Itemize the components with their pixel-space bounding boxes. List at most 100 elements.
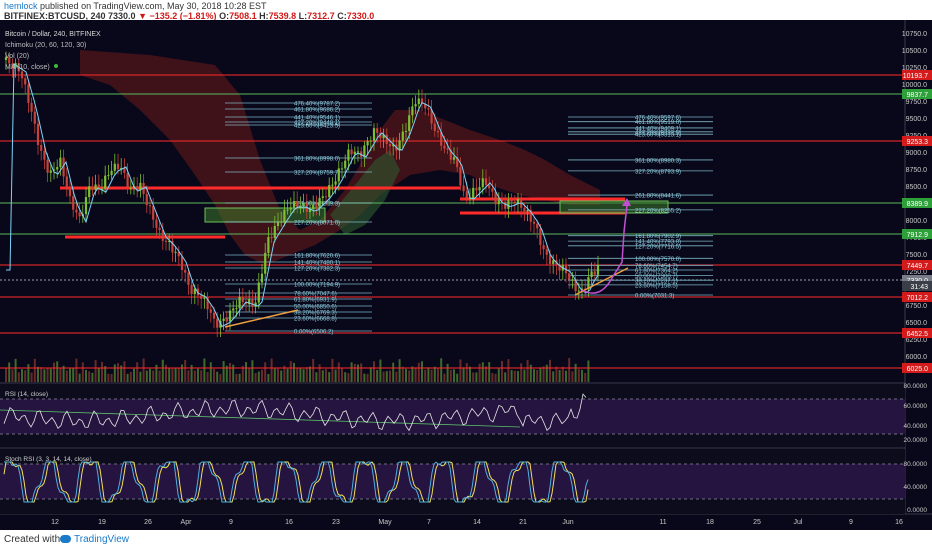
volume-bar xyxy=(456,373,459,382)
volume-bar xyxy=(113,364,116,382)
price-badge xyxy=(902,363,932,373)
symbol-label: BITFINEX:BTCUSD, 240 xyxy=(4,11,106,21)
candle-body xyxy=(91,186,94,191)
candle-body xyxy=(312,204,315,210)
volume-bar xyxy=(405,368,407,382)
volume-bar xyxy=(190,364,193,382)
candle-body xyxy=(315,204,318,208)
legend-volume[interactable]: Vol (20) xyxy=(5,53,29,60)
stoch-tick: 0.0000 xyxy=(907,507,927,514)
fib-level-label: 441.40%(9409.1) xyxy=(635,126,681,132)
price-badge-label: 6025.0 xyxy=(907,366,929,373)
publisher-link[interactable]: hemlock xyxy=(4,1,38,11)
trendline-left[interactable] xyxy=(224,309,299,328)
volume-bar xyxy=(574,363,577,382)
price-tick: 6000.0 xyxy=(906,354,928,361)
volume-bar xyxy=(273,368,276,382)
stoch-tick: 80.0000 xyxy=(904,461,928,468)
volume-bar xyxy=(309,366,311,382)
candle-body xyxy=(302,203,305,207)
volume-bar xyxy=(424,369,427,382)
candle-body xyxy=(65,176,68,189)
volume-bar xyxy=(133,368,135,382)
candle-body xyxy=(78,212,81,217)
time-tick: 21 xyxy=(519,519,527,526)
time-tick: Apr xyxy=(181,519,193,526)
candle-body xyxy=(286,209,289,211)
time-tick: Jul xyxy=(794,519,803,526)
volume-bar xyxy=(472,372,475,382)
candle-body xyxy=(168,240,171,242)
candle-body xyxy=(392,144,395,147)
candle-body xyxy=(347,149,350,161)
fib-level-label: 50.00%(7300.7) xyxy=(635,274,678,280)
rsi-title[interactable]: RSI (14, close) xyxy=(5,391,48,398)
fib-level-label: 227.20%(8255.2) xyxy=(635,208,681,214)
volume-bar xyxy=(229,363,231,382)
candle-body xyxy=(536,223,539,229)
candle-body xyxy=(366,141,369,146)
candle-body xyxy=(273,226,276,238)
price-badge-label: 9837.7 xyxy=(907,92,929,99)
volume-bar xyxy=(69,368,71,382)
price-badge xyxy=(902,281,932,291)
stoch-title[interactable]: Stoch RSI (3, 3, 14, 14, close) xyxy=(5,456,92,463)
volume-bar xyxy=(382,371,385,382)
chart-area[interactable]: 476.40%(9787.2) 461.80%(9686.2) 441.40%(95… xyxy=(0,20,932,530)
price-badge xyxy=(902,70,932,80)
volume-bar xyxy=(165,364,167,382)
volume-bar xyxy=(43,369,46,382)
candle-body xyxy=(478,187,481,191)
time-axis[interactable]: 12 19 26 Apr 9 16 23 May 7 14 21 Jun 11 18 25 Jul 9 16 xyxy=(51,519,903,526)
footer: Created with TradingView xyxy=(0,530,932,550)
volume-bar xyxy=(549,359,551,382)
candle-body xyxy=(116,163,120,170)
volume-bar xyxy=(184,359,187,382)
time-tick: 11 xyxy=(659,519,666,526)
candle-body xyxy=(75,209,78,213)
volume-bar xyxy=(385,371,388,382)
time-tick: 26 xyxy=(144,519,152,526)
candle-body xyxy=(465,191,468,199)
tradingview-link[interactable]: TradingView xyxy=(60,530,129,550)
volume-bar xyxy=(497,368,500,382)
volume-bar xyxy=(277,368,279,382)
volume-bar xyxy=(398,359,401,382)
pin-icon[interactable] xyxy=(54,64,58,68)
candle-body xyxy=(459,167,462,186)
volume-bar xyxy=(257,371,260,382)
volume-bar xyxy=(145,370,148,382)
time-tick: 16 xyxy=(285,519,293,526)
volume-bar xyxy=(72,368,75,382)
volume-bar xyxy=(337,362,340,382)
rsi-axis: 80.0000 60.0000 40.0000 20.0000 xyxy=(904,383,928,444)
candle-body xyxy=(155,219,158,228)
price-axis[interactable]: 10750.0 10500.0 10250.0 10000.0 9750.0 9500.0… xyxy=(902,31,932,373)
candle-body xyxy=(369,140,372,142)
volume-bar xyxy=(507,359,510,382)
ichimoku-cloud-bearish xyxy=(80,50,600,265)
projection-path[interactable] xyxy=(581,204,628,294)
volume-bar xyxy=(158,370,161,382)
volume-bar xyxy=(558,369,561,382)
candle-body xyxy=(363,145,366,157)
rsi-trendline[interactable] xyxy=(0,409,521,428)
volume-bar xyxy=(107,373,110,382)
time-tick: Jun xyxy=(562,519,573,526)
candle-body xyxy=(296,201,299,208)
price-tick: 8500.0 xyxy=(906,184,928,191)
volume-bar xyxy=(14,358,17,382)
legend-ma[interactable]: MA (10, close) xyxy=(5,64,50,71)
low-value: 7312.7 xyxy=(307,11,335,21)
volume-bar xyxy=(318,364,321,382)
volume-bar xyxy=(414,367,417,382)
volume-bar xyxy=(241,365,244,382)
volume-bar xyxy=(65,370,68,382)
price-change: ▼ −135.2 (−1.81%) xyxy=(138,11,217,21)
legend-ichimoku[interactable]: Ichimoku (20, 60, 120, 30) xyxy=(5,42,86,49)
chart-canvas[interactable]: 476.40%(9787.2)461.80%(9686.2) 441.40%(95… xyxy=(0,20,932,530)
volume-bar xyxy=(462,367,465,382)
volume-bar xyxy=(97,367,100,382)
candle-body xyxy=(72,196,75,210)
volume-bar xyxy=(209,362,212,382)
